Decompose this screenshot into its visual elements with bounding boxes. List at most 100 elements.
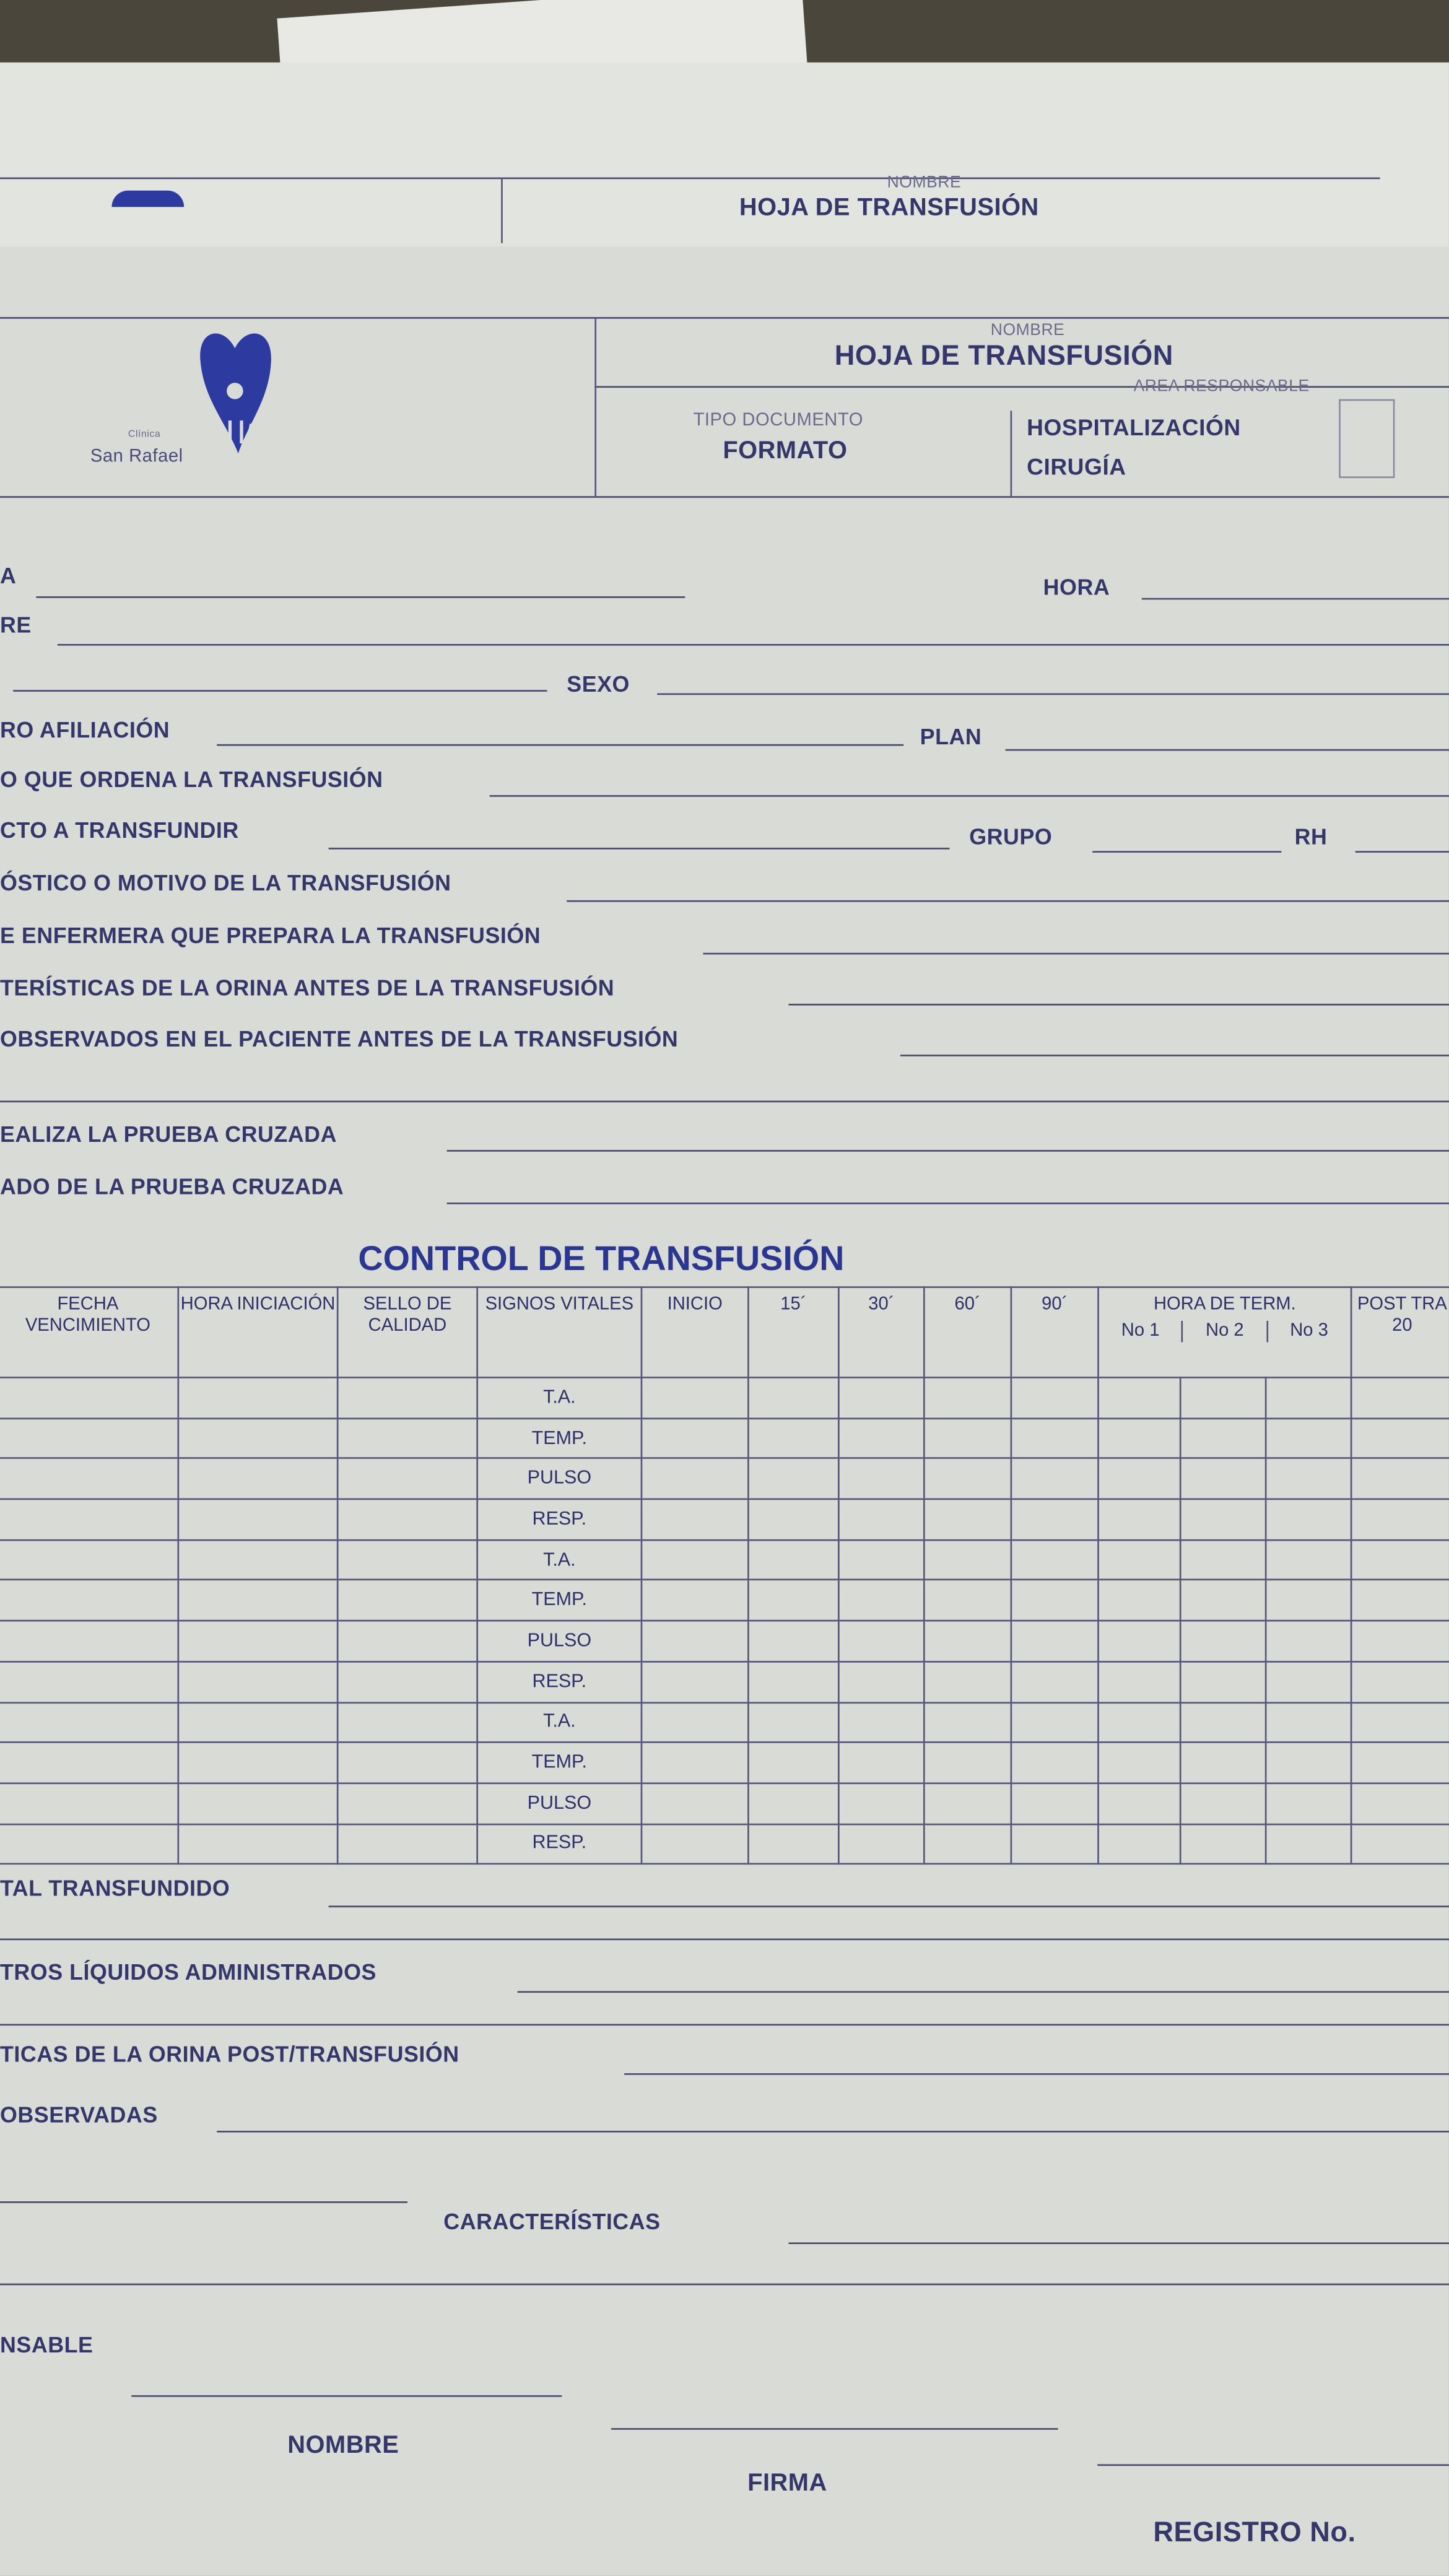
table-cell[interactable] bbox=[0, 1498, 180, 1541]
field-observados-input[interactable] bbox=[900, 1055, 1449, 1056]
table-cell[interactable] bbox=[640, 1377, 749, 1419]
footer-line[interactable] bbox=[0, 1938, 1449, 1941]
table-cell[interactable] bbox=[336, 1498, 479, 1541]
table-cell[interactable] bbox=[1264, 1458, 1352, 1500]
table-cell[interactable] bbox=[177, 1579, 339, 1622]
table-cell[interactable] bbox=[336, 1458, 479, 1500]
table-cell[interactable] bbox=[640, 1620, 749, 1663]
table-cell[interactable] bbox=[336, 1660, 479, 1703]
table-cell[interactable] bbox=[336, 1741, 479, 1784]
table-cell[interactable] bbox=[177, 1701, 339, 1744]
table-cell[interactable] bbox=[1179, 1660, 1267, 1703]
table-cell[interactable] bbox=[177, 1377, 339, 1419]
field-hora-input[interactable] bbox=[1141, 598, 1449, 600]
table-cell[interactable] bbox=[747, 1417, 840, 1460]
table-cell[interactable] bbox=[1097, 1660, 1181, 1703]
table-cell[interactable] bbox=[747, 1620, 840, 1663]
table-cell[interactable] bbox=[1350, 1701, 1449, 1744]
table-cell[interactable] bbox=[336, 1822, 479, 1865]
table-cell[interactable] bbox=[1179, 1782, 1267, 1825]
table-cell[interactable] bbox=[1264, 1579, 1352, 1622]
table-cell[interactable] bbox=[1097, 1539, 1181, 1582]
table-cell[interactable] bbox=[1097, 1701, 1181, 1744]
table-cell[interactable] bbox=[1010, 1701, 1099, 1744]
table-cell[interactable] bbox=[1179, 1458, 1267, 1500]
table-cell[interactable] bbox=[336, 1782, 479, 1825]
table-cell[interactable] bbox=[838, 1539, 925, 1582]
field-grupo-input[interactable] bbox=[1092, 851, 1282, 853]
table-cell[interactable] bbox=[1179, 1579, 1267, 1622]
table-cell[interactable] bbox=[336, 1377, 479, 1419]
table-cell[interactable] bbox=[177, 1822, 339, 1865]
table-cell[interactable] bbox=[1097, 1498, 1181, 1541]
table-cell[interactable] bbox=[177, 1458, 339, 1500]
table-cell[interactable] bbox=[640, 1701, 749, 1744]
table-cell[interactable] bbox=[1179, 1498, 1267, 1541]
table-cell[interactable] bbox=[1010, 1741, 1099, 1784]
table-cell[interactable] bbox=[1350, 1498, 1449, 1541]
table-cell[interactable] bbox=[640, 1660, 749, 1703]
table-cell[interactable] bbox=[923, 1377, 1012, 1419]
table-cell[interactable] bbox=[640, 1741, 749, 1784]
table-cell[interactable] bbox=[747, 1539, 840, 1582]
table-cell[interactable] bbox=[640, 1458, 749, 1500]
table-cell[interactable] bbox=[1010, 1498, 1099, 1541]
footer-line[interactable] bbox=[0, 2283, 1449, 2286]
table-cell[interactable] bbox=[747, 1660, 840, 1703]
table-cell[interactable] bbox=[177, 1498, 339, 1541]
table-cell[interactable] bbox=[838, 1417, 925, 1460]
table-cell[interactable] bbox=[0, 1458, 180, 1500]
table-cell[interactable] bbox=[1097, 1741, 1181, 1784]
table-cell[interactable] bbox=[923, 1822, 1012, 1865]
table-cell[interactable] bbox=[747, 1377, 840, 1419]
field-observados-input-2[interactable] bbox=[0, 1100, 1449, 1103]
table-cell[interactable] bbox=[640, 1579, 749, 1622]
table-cell[interactable] bbox=[1097, 1620, 1181, 1663]
table-cell[interactable] bbox=[0, 1377, 180, 1419]
table-cell[interactable] bbox=[1264, 1417, 1352, 1460]
table-cell[interactable] bbox=[838, 1822, 925, 1865]
table-cell[interactable] bbox=[747, 1782, 840, 1825]
table-cell[interactable] bbox=[1264, 1620, 1352, 1663]
table-cell[interactable] bbox=[1264, 1701, 1352, 1744]
signature-firma-line[interactable] bbox=[611, 2428, 1058, 2430]
table-cell[interactable] bbox=[336, 1579, 479, 1622]
footer-line[interactable] bbox=[0, 2201, 407, 2203]
table-cell[interactable] bbox=[0, 1539, 180, 1582]
table-cell[interactable] bbox=[0, 1701, 180, 1744]
field-rh-input[interactable] bbox=[1355, 851, 1449, 853]
table-cell[interactable] bbox=[1350, 1579, 1449, 1622]
table-cell[interactable] bbox=[1010, 1822, 1099, 1865]
table-cell[interactable] bbox=[923, 1417, 1012, 1460]
field-edad-input[interactable] bbox=[13, 690, 547, 692]
table-cell[interactable] bbox=[336, 1620, 479, 1663]
table-cell[interactable] bbox=[336, 1701, 479, 1744]
footer-observadas-input[interactable] bbox=[217, 2130, 1449, 2133]
field-afiliacion-input[interactable] bbox=[217, 744, 904, 746]
table-cell[interactable] bbox=[1350, 1377, 1449, 1419]
table-cell[interactable] bbox=[923, 1741, 1012, 1784]
table-cell[interactable] bbox=[1350, 1620, 1449, 1663]
field-nombre-input[interactable] bbox=[57, 643, 1449, 646]
table-cell[interactable] bbox=[1350, 1782, 1449, 1825]
table-cell[interactable] bbox=[1350, 1660, 1449, 1703]
table-cell[interactable] bbox=[1097, 1822, 1181, 1865]
area-checkbox[interactable] bbox=[1339, 399, 1395, 479]
table-cell[interactable] bbox=[1010, 1620, 1099, 1663]
table-cell[interactable] bbox=[0, 1741, 180, 1784]
table-cell[interactable] bbox=[1010, 1458, 1099, 1500]
table-cell[interactable] bbox=[640, 1822, 749, 1865]
table-cell[interactable] bbox=[1264, 1660, 1352, 1703]
table-cell[interactable] bbox=[1010, 1417, 1099, 1460]
footer-caracteristicas-input[interactable] bbox=[788, 2242, 1449, 2244]
table-cell[interactable] bbox=[336, 1417, 479, 1460]
field-sexo-input[interactable] bbox=[657, 693, 1449, 695]
table-cell[interactable] bbox=[1179, 1377, 1267, 1419]
table-cell[interactable] bbox=[838, 1782, 925, 1825]
field-enfermera-input[interactable] bbox=[703, 952, 1449, 955]
table-cell[interactable] bbox=[0, 1782, 180, 1825]
table-cell[interactable] bbox=[838, 1579, 925, 1622]
table-cell[interactable] bbox=[177, 1782, 339, 1825]
table-cell[interactable] bbox=[1010, 1579, 1099, 1622]
table-cell[interactable] bbox=[1264, 1741, 1352, 1784]
